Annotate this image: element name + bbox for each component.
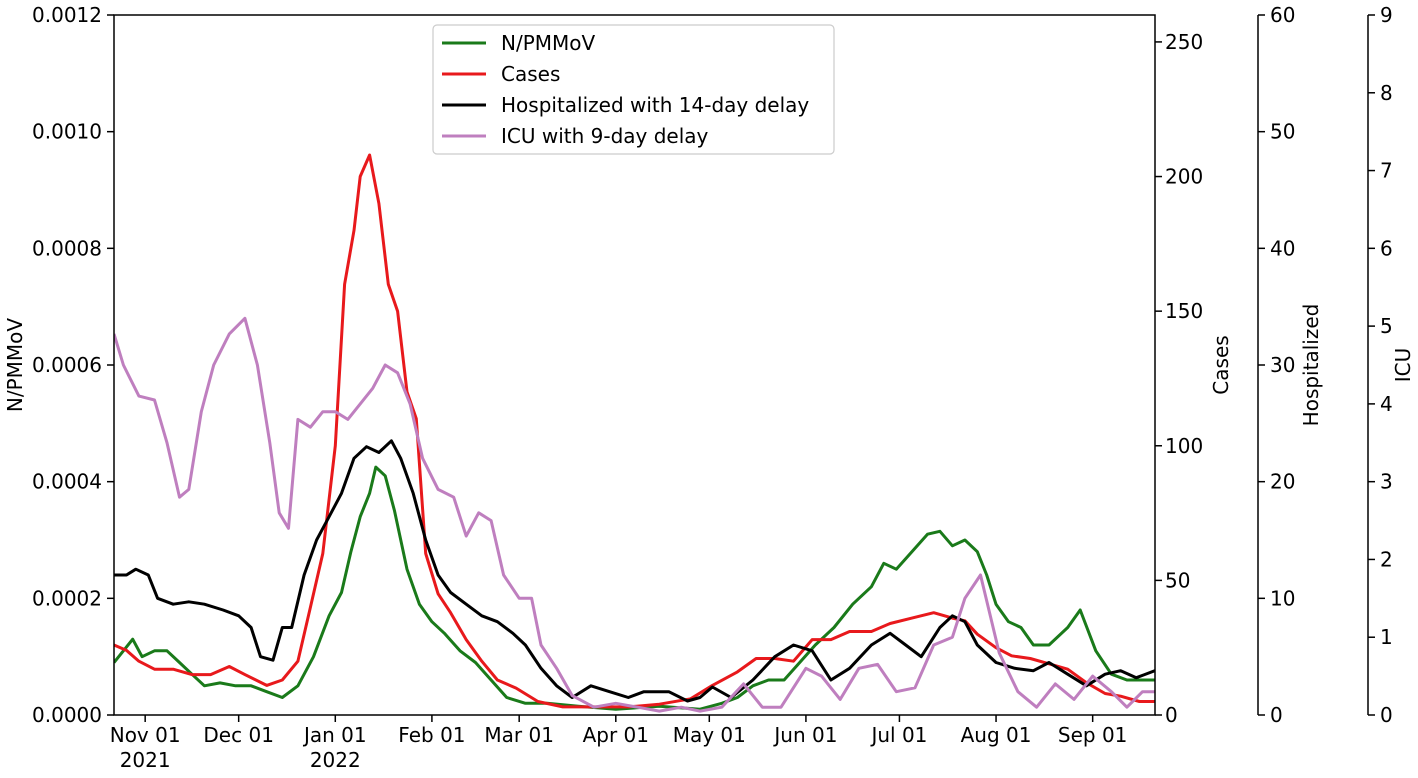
y-icu-tick-label-2: 2 (1380, 547, 1393, 571)
y-hospitalized-tick-label-3: 30 (1270, 353, 1295, 377)
x-tick-sublabel-0: 2021 (120, 748, 171, 772)
series-line-2 (114, 439, 1155, 703)
series-line-0 (114, 465, 1155, 711)
y-left-title: N/PMMoV (3, 318, 27, 413)
x-tick-label-2: Jan 01 (302, 723, 367, 747)
y-icu-tick-label-1: 1 (1380, 625, 1393, 649)
y-cases-tick-label-0: 0 (1165, 703, 1178, 727)
y-hospitalized-tick-label-0: 0 (1270, 703, 1283, 727)
y-left-tick-label-5: 0.0010 (32, 120, 102, 144)
y-cases-title: Cases (1209, 335, 1233, 394)
x-tick-label-0: Nov 01 (110, 723, 181, 747)
y-axis-cases: 0 50 100 150 200 250 Cases (1155, 30, 1233, 727)
legend-label-2: Hospitalized with 14-day delay (501, 93, 809, 117)
y-left-tick-label-1: 0.0002 (32, 586, 102, 610)
y-axis-icu: 0 1 2 3 4 5 6 7 8 9 ICU (1367, 3, 1415, 727)
y-left-tick-label-6: 0.0012 (32, 3, 102, 27)
x-tick-label-7: Jun 01 (772, 723, 837, 747)
series-line-3 (114, 316, 1155, 713)
y-hospitalized-tick-label-1: 10 (1270, 586, 1295, 610)
y-cases-tick-label-2: 100 (1165, 434, 1203, 458)
y-icu-tick-label-9: 9 (1380, 3, 1393, 27)
y-hospitalized-tick-label-4: 40 (1270, 236, 1295, 260)
legend: N/PMMoV Cases Hospitalized with 14-day del… (432, 24, 835, 155)
x-tick-label-8: Jul 01 (869, 723, 927, 747)
legend-label-0: N/PMMoV (501, 31, 596, 55)
y-axis-left: 0.0000 0.0002 0.0004 0.0006 0.0008 0.0010 0.00… (3, 3, 114, 727)
x-tick-label-5: Apr 01 (583, 723, 649, 747)
y-hospitalized-tick-label-5: 50 (1270, 120, 1295, 144)
x-tick-label-10: Sep 01 (1058, 723, 1128, 747)
series-line-1 (114, 153, 1155, 709)
y-left-tick-label-4: 0.0008 (32, 236, 102, 260)
y-icu-tick-label-8: 8 (1380, 81, 1393, 105)
y-hospitalized-tick-label-2: 20 (1270, 470, 1295, 494)
x-tick-label-3: Feb 01 (398, 723, 465, 747)
y-icu-title: ICU (1391, 348, 1415, 383)
y-icu-tick-label-6: 6 (1380, 236, 1393, 260)
x-tick-label-4: Mar 01 (484, 723, 554, 747)
y-cases-tick-label-3: 150 (1165, 299, 1203, 323)
y-icu-tick-label-4: 4 (1380, 392, 1393, 416)
y-hospitalized-tick-label-6: 60 (1270, 3, 1295, 27)
y-cases-tick-label-4: 200 (1165, 165, 1203, 189)
y-left-tick-label-0: 0.0000 (32, 703, 102, 727)
series-layer (114, 153, 1155, 713)
y-cases-tick-label-1: 50 (1165, 568, 1190, 592)
y-cases-tick-label-5: 250 (1165, 30, 1203, 54)
y-icu-tick-label-5: 5 (1380, 314, 1393, 338)
x-tick-sublabel-2: 2022 (310, 748, 361, 772)
y-left-tick-label-3: 0.0006 (32, 353, 102, 377)
y-hospitalized-title: Hospitalized (1299, 304, 1323, 427)
y-icu-tick-label-3: 3 (1380, 470, 1393, 494)
y-axis-hospitalized: 0 10 20 30 40 50 60 Hospitalized (1257, 3, 1323, 727)
x-tick-label-6: May 01 (673, 723, 746, 747)
legend-box (432, 24, 835, 155)
y-icu-tick-label-7: 7 (1380, 159, 1393, 183)
x-tick-label-1: Dec 01 (203, 723, 274, 747)
legend-label-1: Cases (501, 62, 560, 86)
legend-label-3: ICU with 9-day delay (501, 124, 709, 148)
y-icu-tick-label-0: 0 (1380, 703, 1393, 727)
y-left-tick-label-2: 0.0004 (32, 470, 102, 494)
x-tick-label-9: Aug 01 (961, 723, 1032, 747)
